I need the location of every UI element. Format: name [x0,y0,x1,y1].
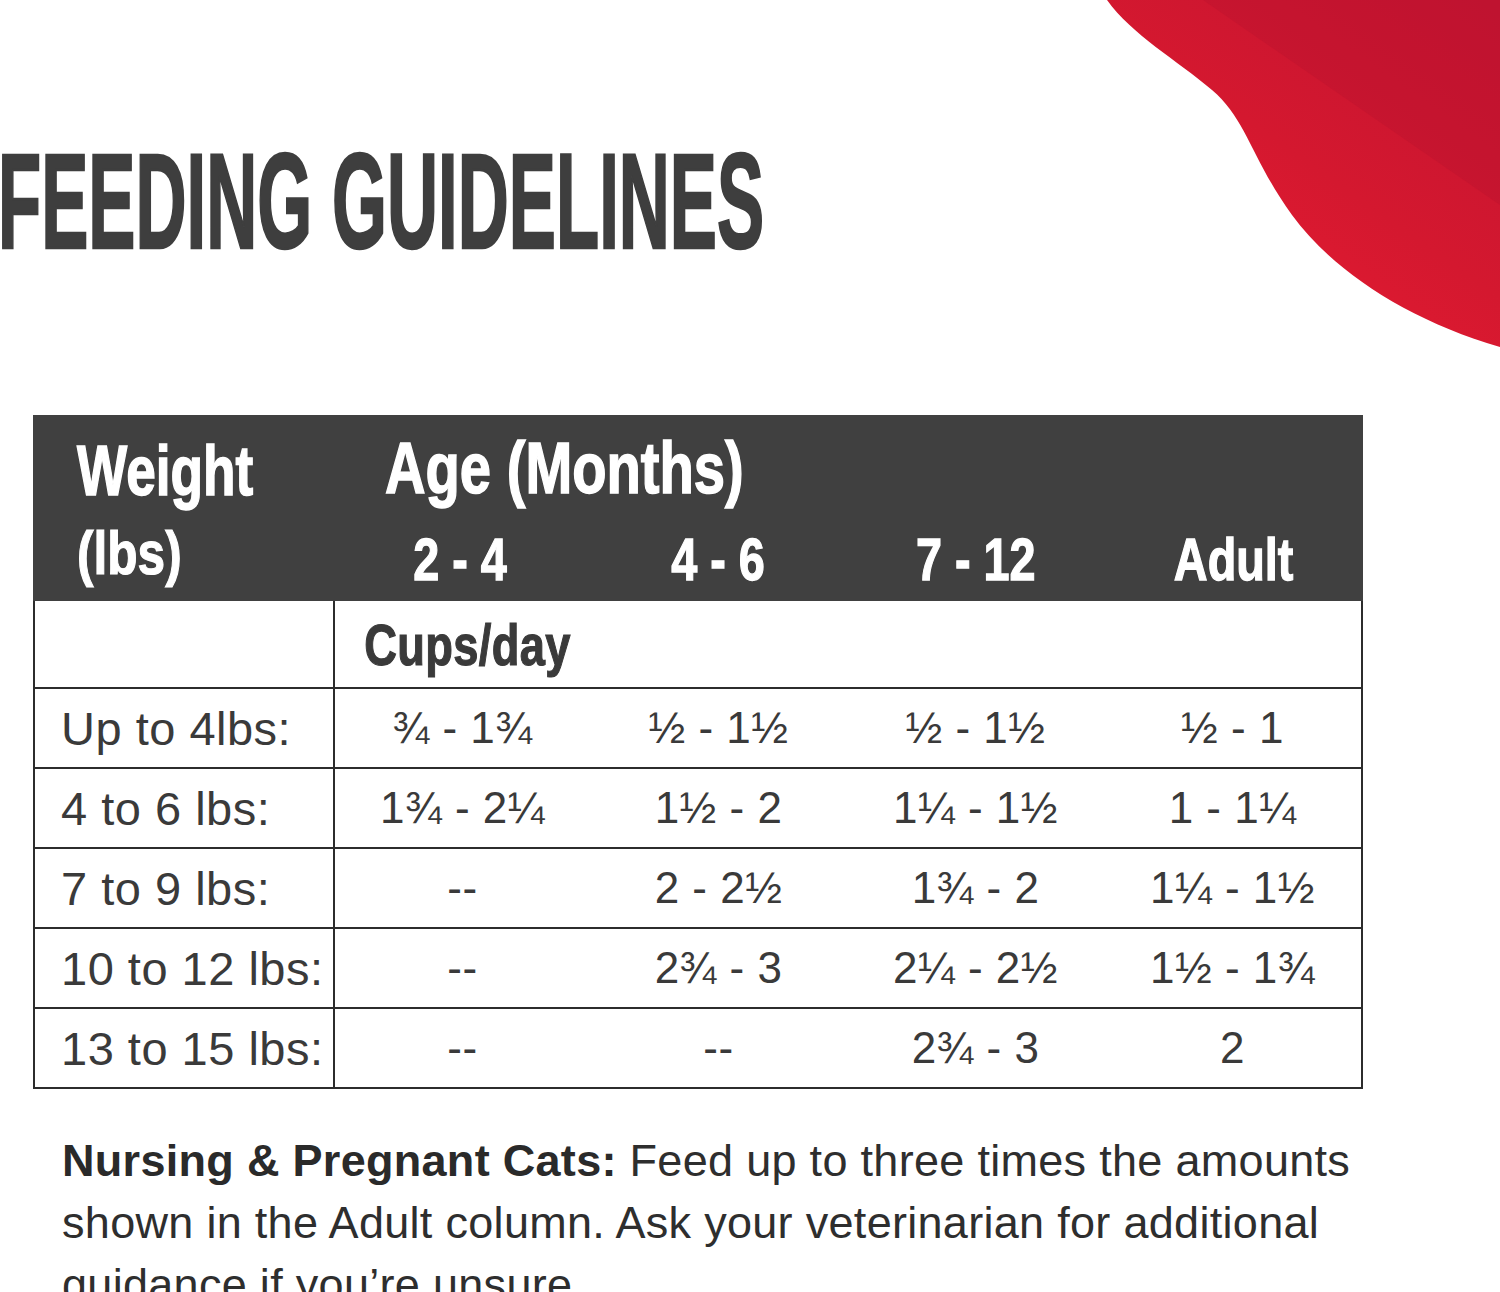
table-row: 13 to 15 lbs: -- -- 2¾ - 3 2 [35,1007,1361,1087]
footnote-line2: shown in the Adult column. Ask your vete… [62,1197,1319,1248]
header-weight-unit: (lbs) [77,517,182,588]
value-cell: ¾ - 1¾ [333,689,590,767]
weight-cell: 4 to 6 lbs: [35,769,333,847]
header-age-group-label: Age (Months) [385,427,744,509]
footnote-line1: Feed up to three times the amounts [617,1135,1350,1186]
header-col-7-12: 7 - 12 [916,525,1036,594]
value-cell: 1¾ - 2 [847,849,1104,927]
table-row: 7 to 9 lbs: -- 2 - 2½ 1¾ - 2 1¼ - 1½ [35,847,1361,927]
header-col-adult: Adult [1174,525,1294,594]
footnote-bold-label: Nursing & Pregnant Cats: [62,1135,617,1186]
value-cell: 1¼ - 1½ [1104,849,1361,927]
red-swoosh-decoration [1107,0,1500,347]
table-body: Cups/day Up to 4lbs: ¾ - 1¾ ½ - 1½ ½ - 1… [33,601,1363,1089]
empty-cell [1107,601,1361,687]
value-cell: ½ - 1 [1104,689,1361,767]
header-age-columns: 2 - 4 4 - 6 7 - 12 Adult [331,519,1363,599]
weight-cell: 13 to 15 lbs: [35,1009,333,1087]
units-label: Cups/day [364,611,571,678]
value-cell: -- [333,929,590,1007]
weight-cell: Up to 4lbs: [35,689,333,767]
value-cell: 2 - 2½ [590,849,847,927]
feeding-table: Weight (lbs) Age (Months) 2 - 4 4 - 6 7 … [33,415,1363,1089]
table-row: 4 to 6 lbs: 1¾ - 2¼ 1½ - 2 1¼ - 1½ 1 - 1… [35,767,1361,847]
value-cell: 2¾ - 3 [847,1009,1104,1087]
units-row: Cups/day [35,601,1361,687]
value-cell: 1½ - 2 [590,769,847,847]
table-header: Weight (lbs) Age (Months) 2 - 4 4 - 6 7 … [33,415,1363,601]
weight-cell: 7 to 9 lbs: [35,849,333,927]
table-row: 10 to 12 lbs: -- 2¾ - 3 2¼ - 2½ 1½ - 1¾ [35,927,1361,1007]
nursing-pregnant-note: Nursing & Pregnant Cats: Feed up to thre… [62,1130,1392,1292]
header-weight-label: Weight [77,431,253,511]
value-cell: 1¼ - 1½ [847,769,1104,847]
value-cell: ½ - 1½ [847,689,1104,767]
value-cell: 2¼ - 2½ [847,929,1104,1007]
value-cell: -- [590,1009,847,1087]
footnote-line3: guidance if you’re unsure. [62,1259,585,1292]
header-col-2-4: 2 - 4 [413,525,507,594]
page-title: FEEDING GUIDELINES [0,133,764,269]
empty-cell [600,601,854,687]
value-cell: -- [333,849,590,927]
value-cell: 2¾ - 3 [590,929,847,1007]
weight-cell: 10 to 12 lbs: [35,929,333,1007]
value-cell: 1¾ - 2¼ [333,769,590,847]
value-cell: 1 - 1¼ [1104,769,1361,847]
value-cell: 1½ - 1¾ [1104,929,1361,1007]
header-col-4-6: 4 - 6 [671,525,765,594]
value-cell: -- [333,1009,590,1087]
table-row: Up to 4lbs: ¾ - 1¾ ½ - 1½ ½ - 1½ ½ - 1 [35,687,1361,767]
empty-cell [35,601,333,687]
units-cell: Cups/day [333,601,600,687]
empty-cell [854,601,1108,687]
value-cell: 2 [1104,1009,1361,1087]
value-cell: ½ - 1½ [590,689,847,767]
